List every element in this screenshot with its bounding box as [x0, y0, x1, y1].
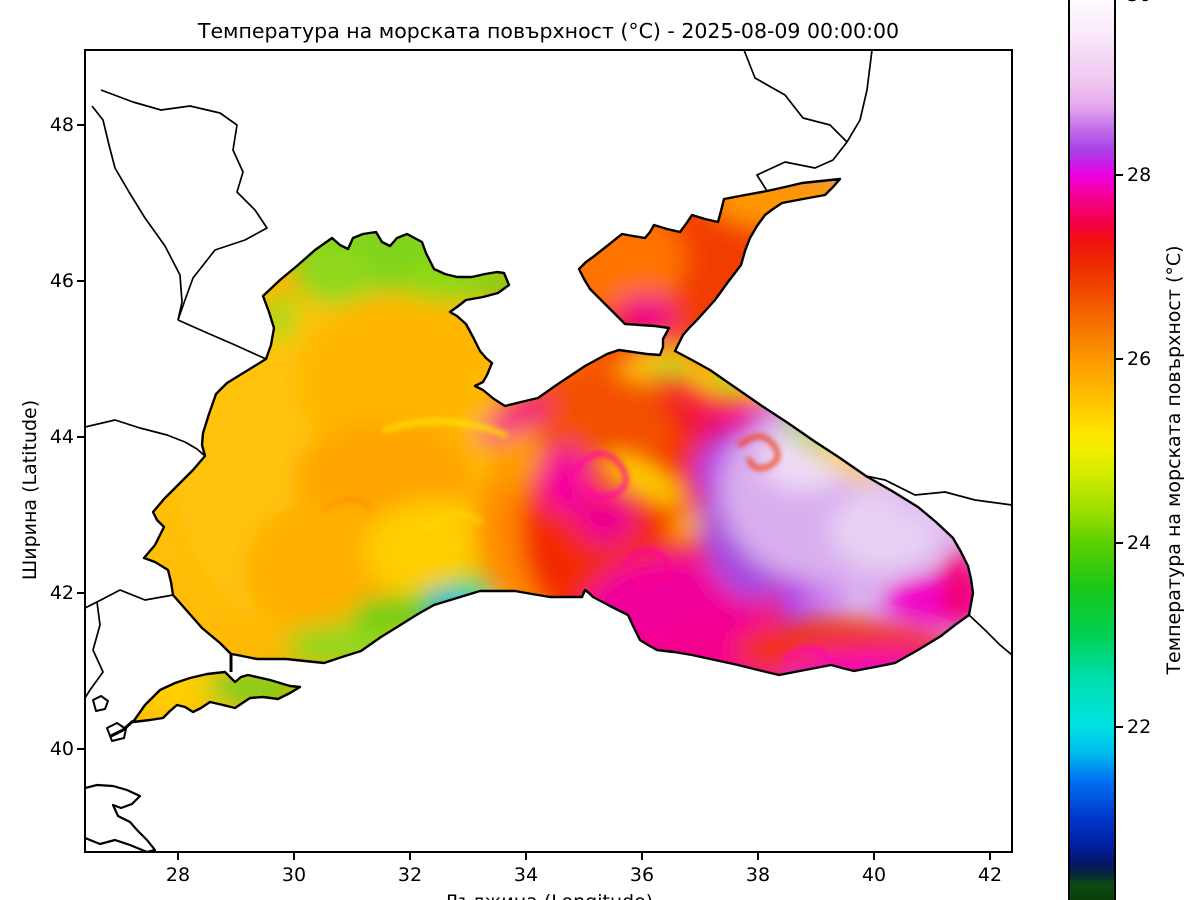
y-tick-label: 44: [49, 426, 74, 448]
x-tick: [525, 852, 527, 860]
colorbar-tick-label: 26: [1127, 348, 1152, 370]
y-tick: [77, 592, 85, 594]
colorbar-tick: [1116, 174, 1123, 176]
x-tick: [177, 852, 179, 860]
coastline: [85, 177, 975, 852]
y-tick: [77, 748, 85, 750]
x-tick: [293, 852, 295, 860]
sea-surface-temperature-field: [133, 179, 973, 722]
figure-title: Температура на морската повърхност (°C) …: [197, 19, 900, 43]
colorbar-tick: [1116, 726, 1123, 728]
x-tick-label: 36: [629, 864, 655, 886]
x-tick: [409, 852, 411, 860]
country-borders: [85, 50, 1012, 699]
y-tick-label: 46: [49, 270, 74, 292]
y-tick: [77, 436, 85, 438]
x-tick-label: 40: [861, 864, 887, 886]
x-tick-label: 32: [397, 864, 423, 886]
y-tick-label: 40: [49, 738, 74, 760]
y-tick-label: 42: [49, 582, 74, 604]
x-tick-label: 42: [977, 864, 1003, 886]
black-sea-map: [85, 50, 1012, 852]
x-tick: [989, 852, 991, 860]
x-axis-label: Дължина (Longitude): [85, 891, 1012, 900]
colorbar-tick: [1116, 542, 1123, 544]
x-tick: [641, 852, 643, 860]
x-tick: [873, 852, 875, 860]
colorbar-tick-label: 24: [1127, 532, 1152, 554]
y-tick: [77, 280, 85, 282]
colorbar-tick-label: 22: [1127, 716, 1152, 738]
colorbar-tick-label: 30: [1127, 0, 1151, 6]
colorbar-tick: [1116, 358, 1123, 360]
x-tick-label: 28: [165, 864, 191, 886]
x-tick-label: 34: [513, 864, 539, 886]
colorbar-tick-label: 28: [1127, 164, 1152, 186]
x-tick-label: 38: [745, 864, 771, 886]
x-tick-label: 30: [281, 864, 307, 886]
colorbar-label: Температура на морската повърхност (°C): [1163, 245, 1185, 675]
y-tick-label: 48: [49, 114, 74, 136]
x-tick: [757, 852, 759, 860]
y-tick: [77, 124, 85, 126]
colorbar: [1068, 0, 1116, 900]
